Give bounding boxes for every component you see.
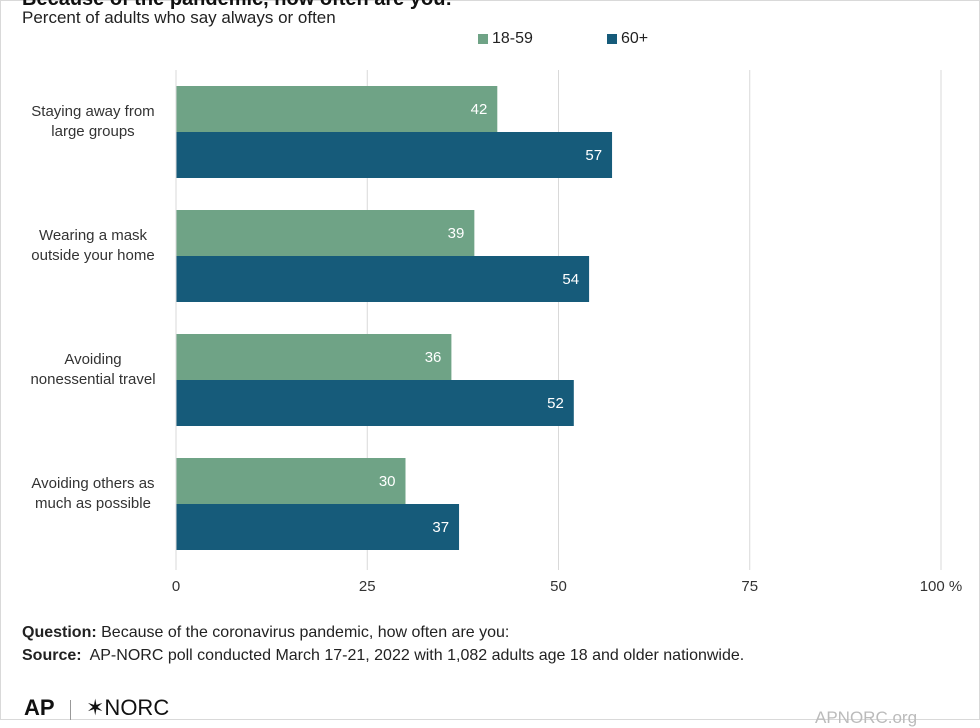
bar-2-0 xyxy=(176,334,452,380)
ap-logo: AP xyxy=(24,695,55,720)
category-label-2-1: nonessential travel xyxy=(30,371,155,388)
legend-label-18-59: 18-59 xyxy=(492,30,533,47)
website-link[interactable]: APNORC.org xyxy=(815,708,918,727)
value-label-1-0: 39 xyxy=(448,225,465,242)
bar-3-0 xyxy=(176,458,406,504)
source-note: Source: AP-NORC poll conducted March 17-… xyxy=(22,647,744,665)
value-label-3-1: 37 xyxy=(432,519,449,536)
question-note: Question: Because of the coronavirus pan… xyxy=(22,624,509,642)
source-label: Source: xyxy=(22,647,82,664)
category-label-1-1: outside your home xyxy=(31,247,154,264)
legend-item-18-59: 18-59 xyxy=(478,30,533,48)
value-label-2-1: 52 xyxy=(547,395,564,412)
chart-title: Because of the pandemic, how often are y… xyxy=(22,0,452,11)
bar-1-1 xyxy=(176,256,590,302)
legend-swatch-18-59 xyxy=(478,34,488,44)
category-label-0-0: Staying away from xyxy=(31,103,154,120)
bar-0-0 xyxy=(176,86,498,132)
legend-item-60-plus: 60+ xyxy=(607,30,648,48)
category-label-3-0: Avoiding others as xyxy=(31,475,154,492)
norc-logo: ✶NORC xyxy=(86,695,170,720)
logo-divider xyxy=(70,700,71,720)
x-tick-label-25: 25 xyxy=(359,578,376,595)
x-tick-label-75: 75 xyxy=(741,578,758,595)
bar-0-1 xyxy=(176,132,613,178)
chart-subtitle: Percent of adults who say always or ofte… xyxy=(22,8,336,27)
x-tick-label-50: 50 xyxy=(550,578,567,595)
legend-swatch-60-plus xyxy=(607,34,617,44)
legend-label-60-plus: 60+ xyxy=(621,30,649,47)
bar-3-1 xyxy=(176,504,460,550)
value-label-2-0: 36 xyxy=(425,349,442,366)
bar-1-0 xyxy=(176,210,475,256)
question-label: Question: xyxy=(22,624,97,641)
value-label-1-1: 54 xyxy=(562,271,579,288)
question-text: Because of the coronavirus pandemic, how… xyxy=(96,624,510,641)
value-label-0-1: 57 xyxy=(585,147,602,164)
value-label-0-0: 42 xyxy=(471,101,488,118)
source-text: AP-NORC poll conducted March 17-21, 2022… xyxy=(81,647,745,664)
x-tick-label-100: 100 % xyxy=(920,578,963,595)
category-label-0-1: large groups xyxy=(51,123,134,140)
category-label-3-1: much as possible xyxy=(35,495,151,512)
x-tick-label-0: 0 xyxy=(172,578,180,595)
category-label-2-0: Avoiding xyxy=(64,351,121,368)
bar-2-1 xyxy=(176,380,574,426)
value-label-3-0: 30 xyxy=(379,473,396,490)
category-label-1-0: Wearing a mask xyxy=(39,227,148,244)
